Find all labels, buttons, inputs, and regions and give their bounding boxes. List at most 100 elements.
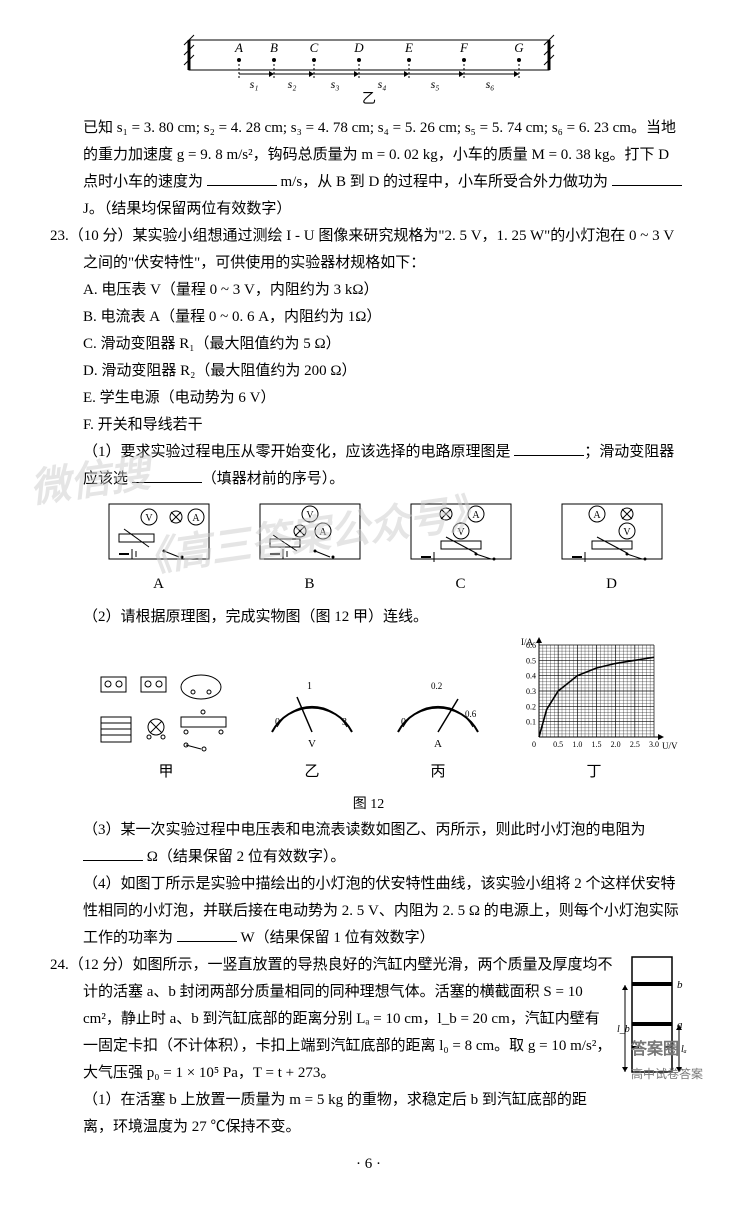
circuit-options: V A A V A B A V C A V D [50, 499, 687, 598]
fig12-ding: 0.51.01.52.02.53.00.10.20.30.40.50.60U/V… [509, 637, 679, 786]
svg-text:2.5: 2.5 [630, 740, 640, 749]
footer-mark1: 答案圈 [631, 1036, 703, 1065]
svg-text:V: V [623, 527, 631, 538]
svg-text:b: b [677, 979, 683, 991]
svg-text:A: A [192, 513, 200, 524]
fig12-title: 图 12 [50, 792, 687, 817]
svg-text:0: 0 [532, 740, 536, 749]
circuit-d-label: D [606, 576, 617, 592]
blank-power[interactable] [177, 926, 237, 942]
fig12-yi-label: 乙 [304, 764, 319, 780]
svg-text:B: B [270, 40, 278, 55]
fig12-ding-label: 丁 [586, 764, 601, 780]
svg-text:U/V: U/V [662, 741, 678, 751]
svg-text:1.5: 1.5 [592, 740, 602, 749]
svg-text:C: C [309, 40, 318, 55]
q23-sub2: （2）请根据原理图，完成实物图（图 12 甲）连线。 [50, 604, 687, 631]
svg-text:F: F [459, 40, 469, 55]
q23-num: 23. [50, 228, 69, 244]
svg-text:s₂: s₂ [287, 77, 296, 91]
svg-text:V: V [308, 738, 316, 750]
circuit-c: A V C [406, 499, 516, 598]
svg-text:0: 0 [275, 717, 280, 728]
fig12-yi: 0 1 3 V 乙 [257, 667, 367, 786]
svg-text:0.3: 0.3 [526, 687, 536, 696]
q23-sub3a: （3）某一次实验过程中电压表和电流表读数如图乙、丙所示，则此时小灯泡的电阻为 [83, 822, 646, 838]
q23-sub3: （3）某一次实验过程中电压表和电流表读数如图乙、丙所示，则此时小灯泡的电阻为 Ω… [50, 817, 687, 871]
svg-text:V: V [145, 513, 153, 524]
svg-text:0.2: 0.2 [526, 702, 536, 711]
q23-opt-f: F. 开关和导线若干 [50, 412, 687, 439]
svg-text:V: V [306, 510, 314, 521]
q22-continued: 已知 s₁ = 3. 80 cm; s₂ = 4. 28 cm; s₃ = 4.… [50, 115, 687, 223]
svg-text:3: 3 [342, 717, 347, 728]
fig12-jia-label: 甲 [158, 764, 173, 780]
svg-text:0.1: 0.1 [526, 718, 536, 727]
svg-text:s₅: s₅ [430, 77, 439, 91]
svg-text:l_b: l_b [617, 1024, 630, 1035]
circuit-a: V A A [104, 499, 214, 598]
blank-work[interactable] [612, 170, 682, 186]
svg-text:2.0: 2.0 [611, 740, 621, 749]
svg-text:s₄: s₄ [377, 77, 386, 91]
svg-text:0.2: 0.2 [431, 681, 442, 691]
svg-text:V: V [457, 527, 465, 538]
q23-opt-a: A. 电压表 V（量程 0 ~ 3 V，内阻约为 3 kΩ） [50, 277, 687, 304]
svg-text:G: G [514, 40, 524, 55]
svg-text:0.5: 0.5 [526, 656, 536, 665]
q22-text-b: m/s，从 B 到 D 的过程中，小车所受合外力做功为 [277, 174, 612, 190]
q23-opt-e: E. 学生电源（电动势为 6 V） [50, 385, 687, 412]
q24-stem: （12 分）如图所示，一竖直放置的导热良好的汽缸内壁光滑，两个质量及厚度均不计的… [69, 957, 613, 1081]
tape-diagram: A B C D E F G s₁s₂s₃s₄s₅s₆ 乙 [50, 30, 687, 115]
svg-text:0.5: 0.5 [553, 740, 563, 749]
svg-text:A: A [593, 510, 601, 521]
svg-text:E: E [404, 40, 413, 55]
svg-text:3.0: 3.0 [649, 740, 659, 749]
q23-sub4: （4）如图丁所示是实验中描绘出的小灯泡的伏安特性曲线，该实验小组将 2 个这样伏… [50, 871, 687, 952]
circuit-d: A V D [557, 499, 667, 598]
q23-sub1: （1）要求实验过程电压从零开始变化，应该选择的电路原理图是 ；滑动变阻器应该选 … [50, 439, 687, 493]
svg-text:0.4: 0.4 [526, 672, 536, 681]
svg-text:A: A [472, 510, 480, 521]
svg-text:1: 1 [307, 681, 312, 692]
svg-text:A: A [319, 527, 327, 538]
svg-text:0: 0 [401, 717, 406, 728]
circuit-a-label: A [153, 576, 164, 592]
svg-text:s₆: s₆ [485, 77, 494, 91]
q23-sub4b: W（结果保留 1 位有效数字） [237, 930, 435, 946]
svg-text:D: D [353, 40, 364, 55]
footer-mark2: 高中试卷答案 [631, 1064, 703, 1086]
q24: b a l_b lₐ 24.（12 分）如图所示，一竖直放置的导热良好的汽缸内壁… [50, 952, 687, 1141]
svg-text:s₁: s₁ [249, 77, 258, 91]
q23: 23.（10 分）某实验小组想通过测绘 I - U 图像来研究规格为"2. 5 … [50, 223, 687, 277]
page-number: · 6 · [50, 1151, 687, 1178]
q24-sub1: （1）在活塞 b 上放置一质量为 m = 5 kg 的重物，求稳定后 b 到汽缸… [50, 1087, 687, 1141]
fig12-bing: 0 0.2 0.6 A 丙 [383, 667, 493, 786]
circuit-b: V A B [255, 499, 365, 598]
fig12-row: 甲 0 1 3 V 乙 0 0.2 0.6 A 丙 0.5 1.0 1.5 2.0 2.5 3.0… [50, 637, 687, 786]
fig12-jia: 甲 [91, 667, 241, 786]
q23-opt-c: C. 滑动变阻器 R₁（最大阻值约为 5 Ω） [50, 331, 687, 358]
svg-text:乙: 乙 [362, 91, 376, 105]
q23-sub3b: Ω（结果保留 2 位有效数字）。 [143, 849, 345, 865]
q23-stem: （10 分）某实验小组想通过测绘 I - U 图像来研究规格为"2. 5 V，1… [69, 228, 674, 271]
svg-text:0.6: 0.6 [465, 709, 477, 719]
q23-sub1c: （填器材前的序号）。 [202, 471, 345, 487]
q22-text-c: J。（结果均保留两位有效数字） [83, 201, 291, 217]
circuit-c-label: C [455, 576, 465, 592]
fig12-bing-label: 丙 [430, 764, 445, 780]
svg-text:A: A [234, 40, 243, 55]
svg-text:A: A [434, 738, 442, 750]
svg-text:1.0: 1.0 [572, 740, 582, 749]
blank-speed[interactable] [207, 170, 277, 186]
footer-mark: 答案圈 高中试卷答案 [631, 1036, 703, 1086]
blank-circuit[interactable] [514, 440, 584, 456]
q23-opt-d: D. 滑动变阻器 R₂（最大阻值约为 200 Ω） [50, 358, 687, 385]
q23-opt-b: B. 电流表 A（量程 0 ~ 0. 6 A，内阻约为 1Ω） [50, 304, 687, 331]
blank-rheostat[interactable] [132, 467, 202, 483]
svg-text:I/A: I/A [521, 637, 533, 647]
circuit-b-label: B [304, 576, 314, 592]
q24-num: 24. [50, 957, 69, 973]
q23-sub1a: （1）要求实验过程电压从零开始变化，应该选择的电路原理图是 [83, 444, 514, 460]
blank-resistance[interactable] [83, 845, 143, 861]
